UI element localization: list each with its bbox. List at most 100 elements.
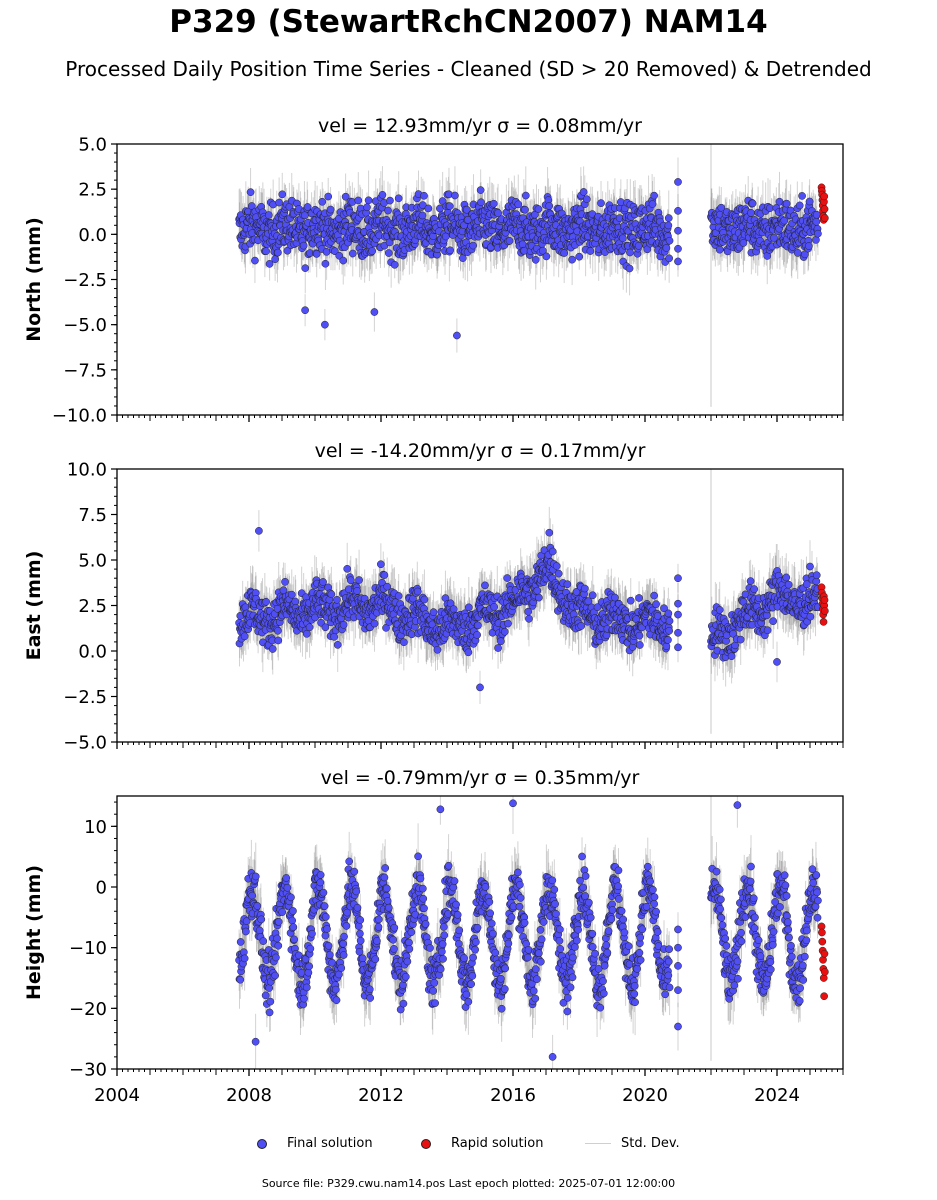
final-solution-points	[235, 178, 822, 340]
final-solution-point	[747, 209, 755, 217]
final-solution-point	[674, 206, 682, 215]
final-solution-point	[341, 192, 350, 201]
final-solution-point	[625, 264, 634, 273]
final-solution-point	[464, 648, 473, 657]
final-solution-point	[473, 631, 481, 639]
final-solution-point	[504, 619, 512, 628]
final-solution-point	[274, 248, 282, 257]
final-solution-point	[534, 205, 543, 213]
final-solution-point	[626, 248, 634, 257]
final-solution-point	[301, 306, 309, 315]
final-solution-point	[648, 200, 657, 208]
final-solution-point	[518, 240, 527, 249]
final-solution-point	[370, 619, 379, 628]
final-solution-point	[618, 234, 627, 243]
final-solution-point	[474, 621, 482, 630]
final-solution-point	[302, 629, 311, 638]
final-solution-point	[278, 190, 287, 199]
final-solution-point	[274, 636, 283, 645]
final-solution-point	[318, 197, 327, 206]
final-solution-point	[363, 203, 371, 212]
y-tick-label: 2.5	[78, 180, 107, 201]
final-solution-point	[804, 242, 813, 250]
final-solution-point	[420, 191, 428, 200]
final-solution-point	[446, 599, 455, 608]
final-solution-point	[462, 205, 471, 214]
final-solution-point	[717, 203, 726, 212]
final-solution-point	[542, 252, 551, 261]
final-solution-point	[514, 200, 523, 209]
final-solution-point	[451, 191, 459, 200]
rapid-solution-point	[820, 192, 829, 201]
final-solution-point	[449, 605, 458, 613]
final-solution-point	[265, 260, 274, 268]
final-solution-point	[330, 632, 338, 641]
final-solution-point	[268, 645, 277, 653]
final-solution-point	[664, 221, 673, 230]
rapid-solution-point	[820, 205, 829, 213]
final-solution-point	[494, 209, 502, 217]
final-solution-point	[665, 236, 674, 245]
final-solution-point	[399, 638, 408, 647]
final-solution-point	[674, 257, 682, 266]
final-solution-point	[413, 587, 422, 596]
final-solution-point	[521, 205, 529, 214]
final-solution-point	[339, 620, 348, 629]
final-solution-point	[407, 630, 416, 639]
final-solution-point	[503, 574, 512, 582]
page-subtitle: Processed Daily Position Time Series - C…	[65, 57, 872, 81]
final-solution-point	[321, 320, 329, 329]
final-solution-point	[428, 620, 437, 629]
y-tick-label: −7.5	[63, 360, 107, 381]
final-solution-point	[262, 597, 270, 606]
final-solution-point	[469, 241, 477, 250]
final-solution-point	[429, 608, 438, 616]
final-solution-point	[354, 196, 363, 205]
final-solution-point	[321, 259, 330, 268]
final-solution-point	[303, 203, 312, 211]
final-solution-point	[433, 645, 442, 654]
final-solution-point	[377, 560, 385, 569]
final-solution-point	[545, 202, 554, 210]
final-solution-point	[326, 205, 335, 214]
final-solution-point	[494, 644, 502, 652]
final-solution-point	[384, 249, 393, 257]
final-solution-point	[327, 590, 336, 599]
rapid-solution-point	[821, 214, 829, 222]
final-solution-point	[353, 587, 361, 595]
final-solution-point	[490, 603, 498, 611]
final-solution-point	[246, 188, 255, 197]
final-solution-point	[384, 206, 392, 215]
final-solution-point	[481, 581, 489, 590]
final-solution-point	[674, 178, 682, 186]
final-solution-point	[346, 576, 355, 585]
final-solution-point	[782, 199, 791, 208]
final-solution-point	[445, 202, 454, 210]
final-solution-point	[664, 214, 673, 222]
final-solution-point	[355, 576, 363, 584]
final-solution-point	[383, 582, 392, 591]
final-solution-points	[235, 527, 822, 692]
final-solution-point	[497, 637, 505, 646]
final-solution-point	[780, 216, 789, 225]
final-solution-point	[390, 260, 399, 269]
final-solution-point	[386, 196, 394, 205]
page-title: P329 (StewartRchCN2007) NAM14	[169, 4, 768, 40]
final-solution-point	[424, 204, 433, 213]
plot-area	[235, 144, 829, 407]
final-solution-point	[364, 196, 373, 205]
plot-area	[235, 469, 829, 734]
final-solution-point	[586, 247, 595, 255]
final-solution-point	[616, 198, 625, 206]
final-solution-point	[264, 211, 273, 219]
final-solution-point	[650, 191, 658, 200]
final-solution-point	[283, 246, 292, 255]
final-solution-point	[301, 264, 310, 272]
final-solution-point	[368, 247, 377, 255]
chart-panel-1: 5.0 2.5 0.0 −2.5 −5.0 −7.5 −10.0 vel = 12.93mm/…	[23, 115, 844, 427]
final-solution-point	[739, 239, 748, 247]
final-solution-point	[438, 197, 447, 205]
final-solution-point	[300, 211, 309, 220]
